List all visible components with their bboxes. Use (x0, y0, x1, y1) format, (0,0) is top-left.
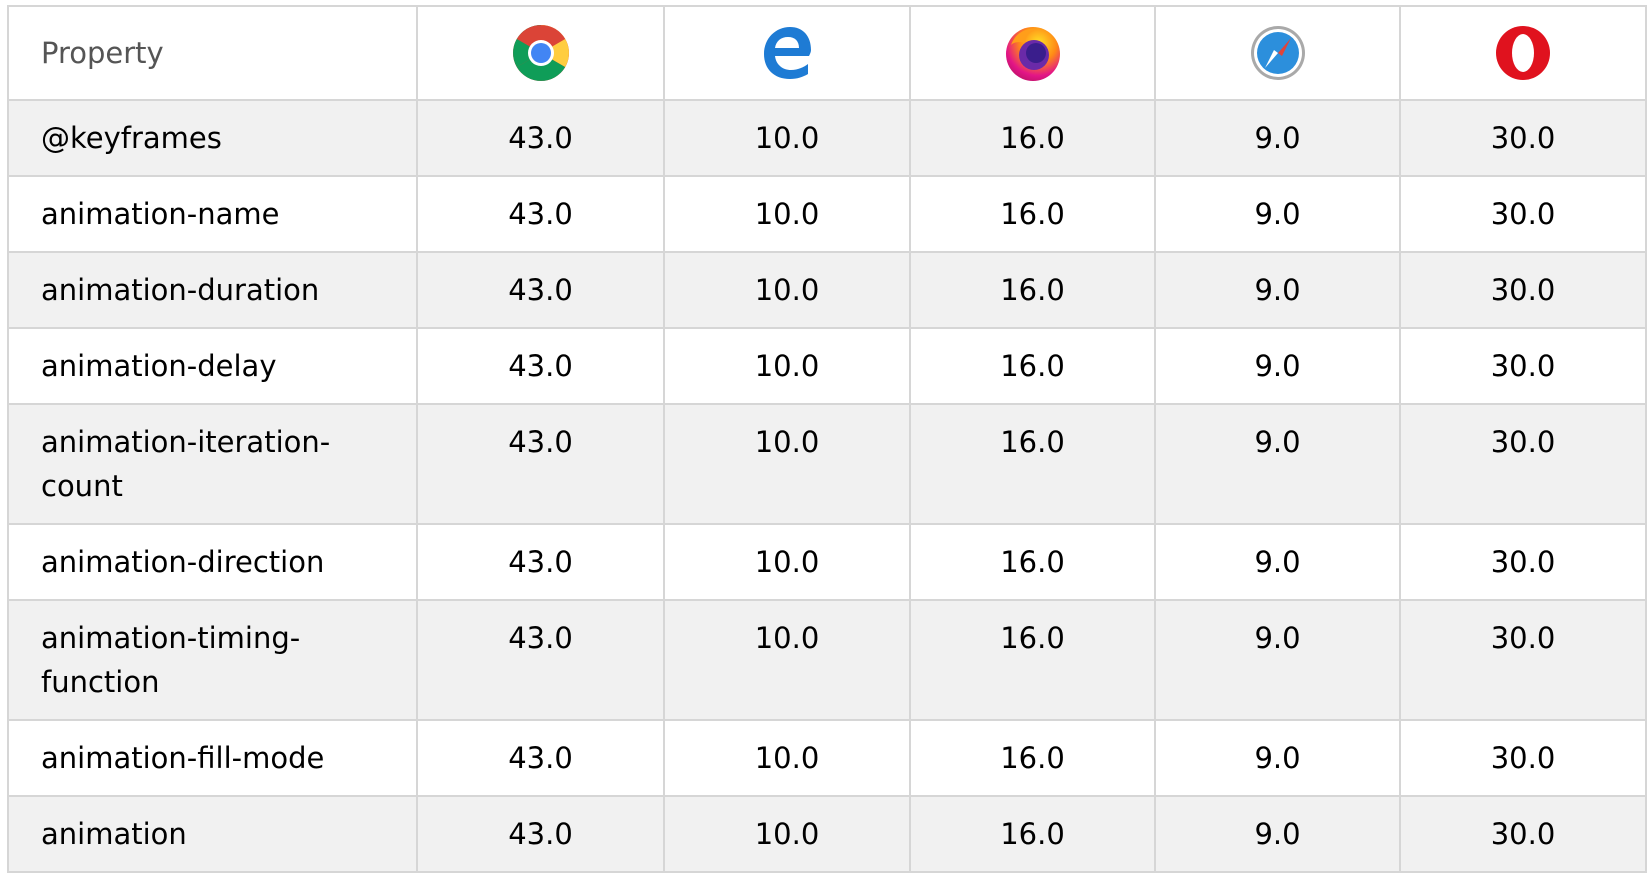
table-row: animation-timing-function 43.0 10.0 16.0 9.0… (7, 599, 1647, 721)
safari-version-cell: 9.0 (1154, 99, 1401, 177)
edge-version-cell: 10.0 (663, 251, 911, 329)
property-column-header: Property (7, 5, 418, 101)
safari-version-cell: 9.0 (1154, 175, 1401, 253)
chrome-icon (512, 25, 569, 81)
table-header-row: Property (7, 5, 1647, 101)
safari-version-cell: 9.0 (1154, 599, 1401, 721)
firefox-version-cell: 16.0 (909, 795, 1156, 873)
table-body: @keyframes 43.0 10.0 16.0 9.0 30.0 animation-n… (7, 99, 1647, 873)
opera-version-cell: 30.0 (1399, 599, 1647, 721)
table-row: animation-direction 43.0 10.0 16.0 9.0 30.0 (7, 523, 1647, 601)
browser-support-table: Property (7, 5, 1647, 873)
firefox-version-cell: 16.0 (909, 403, 1156, 525)
table-row: animation-duration 43.0 10.0 16.0 9.0 30.0 (7, 251, 1647, 329)
chrome-version-cell: 43.0 (416, 175, 665, 253)
chrome-version-cell: 43.0 (416, 719, 665, 797)
edge-icon (764, 27, 811, 79)
firefox-version-cell: 16.0 (909, 251, 1156, 329)
safari-column-header (1154, 5, 1401, 101)
opera-version-cell: 30.0 (1399, 99, 1647, 177)
firefox-version-cell: 16.0 (909, 719, 1156, 797)
opera-version-cell: 30.0 (1399, 403, 1647, 525)
edge-version-cell: 10.0 (663, 175, 911, 253)
safari-icon (1250, 26, 1305, 80)
table-row: @keyframes 43.0 10.0 16.0 9.0 30.0 (7, 99, 1647, 177)
safari-version-cell: 9.0 (1154, 327, 1401, 405)
safari-version-cell: 9.0 (1154, 403, 1401, 525)
property-cell: animation (7, 795, 418, 873)
firefox-version-cell: 16.0 (909, 99, 1156, 177)
chrome-version-cell: 43.0 (416, 251, 665, 329)
opera-version-cell: 30.0 (1399, 795, 1647, 873)
chrome-column-header (416, 5, 665, 101)
property-cell: animation-delay (7, 327, 418, 405)
property-cell: animation-timing-function (7, 599, 418, 721)
property-cell: animation-fill-mode (7, 719, 418, 797)
firefox-version-cell: 16.0 (909, 327, 1156, 405)
firefox-version-cell: 16.0 (909, 599, 1156, 721)
browser-support-table-container: Property (7, 5, 1647, 873)
edge-version-cell: 10.0 (663, 599, 911, 721)
edge-version-cell: 10.0 (663, 327, 911, 405)
opera-version-cell: 30.0 (1399, 175, 1647, 253)
chrome-version-cell: 43.0 (416, 599, 665, 721)
chrome-version-cell: 43.0 (416, 327, 665, 405)
safari-version-cell: 9.0 (1154, 795, 1401, 873)
firefox-column-header (909, 5, 1156, 101)
opera-version-cell: 30.0 (1399, 327, 1647, 405)
property-cell: animation-iteration-count (7, 403, 418, 525)
edge-version-cell: 10.0 (663, 523, 911, 601)
chrome-version-cell: 43.0 (416, 523, 665, 601)
edge-column-header (663, 5, 911, 101)
opera-version-cell: 30.0 (1399, 719, 1647, 797)
chrome-version-cell: 43.0 (416, 403, 665, 525)
firefox-version-cell: 16.0 (909, 523, 1156, 601)
chrome-version-cell: 43.0 (416, 795, 665, 873)
property-cell: animation-name (7, 175, 418, 253)
opera-version-cell: 30.0 (1399, 251, 1647, 329)
safari-version-cell: 9.0 (1154, 719, 1401, 797)
safari-version-cell: 9.0 (1154, 251, 1401, 329)
safari-version-cell: 9.0 (1154, 523, 1401, 601)
property-cell: animation-duration (7, 251, 418, 329)
table-row: animation 43.0 10.0 16.0 9.0 30.0 (7, 795, 1647, 873)
table-row: animation-name 43.0 10.0 16.0 9.0 30.0 (7, 175, 1647, 253)
edge-version-cell: 10.0 (663, 719, 911, 797)
property-cell: @keyframes (7, 99, 418, 177)
chrome-version-cell: 43.0 (416, 99, 665, 177)
edge-version-cell: 10.0 (663, 99, 911, 177)
edge-version-cell: 10.0 (663, 795, 911, 873)
firefox-version-cell: 16.0 (909, 175, 1156, 253)
table-row: animation-fill-mode 43.0 10.0 16.0 9.0 30.0 (7, 719, 1647, 797)
table-row: animation-delay 43.0 10.0 16.0 9.0 30.0 (7, 327, 1647, 405)
table-row: animation-iteration-count 43.0 10.0 16.0 9.0… (7, 403, 1647, 525)
edge-version-cell: 10.0 (663, 403, 911, 525)
opera-column-header (1399, 5, 1647, 101)
firefox-icon (1005, 27, 1060, 81)
opera-icon (1496, 26, 1550, 80)
opera-version-cell: 30.0 (1399, 523, 1647, 601)
property-cell: animation-direction (7, 523, 418, 601)
